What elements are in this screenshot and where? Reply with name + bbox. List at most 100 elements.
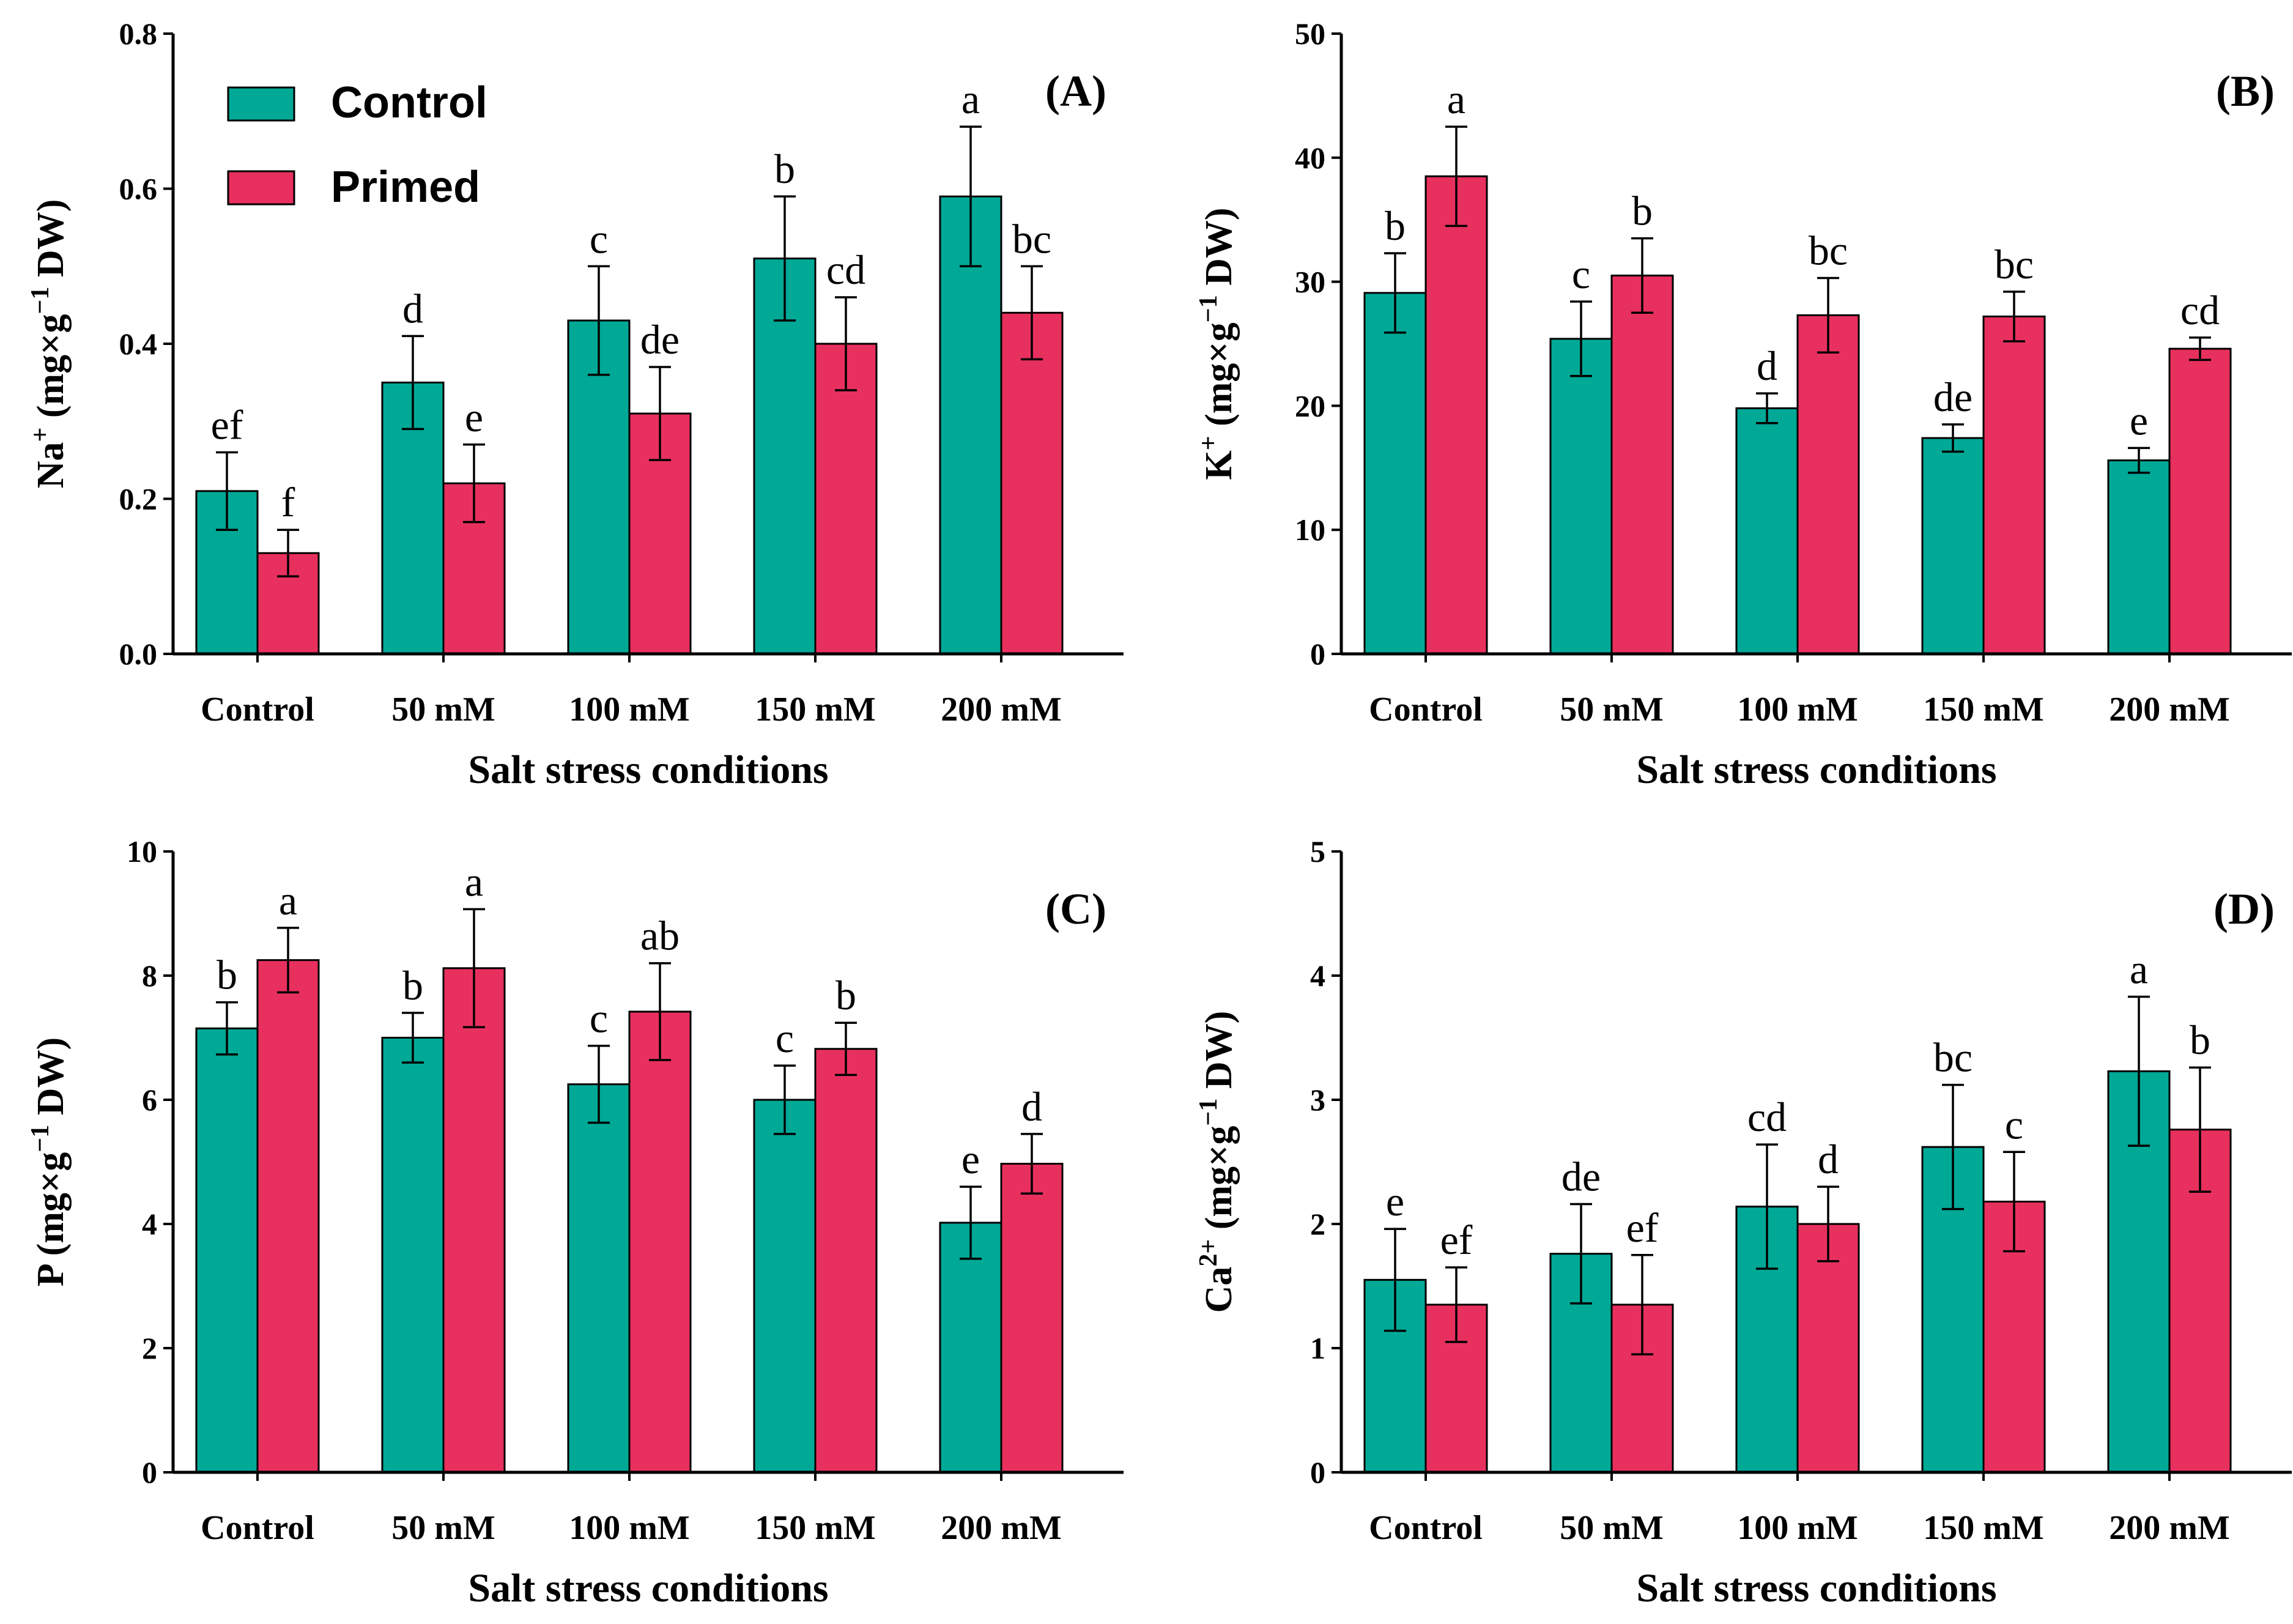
significance-letter: b	[835, 972, 856, 1018]
y-tick-label: 0.8	[119, 17, 158, 51]
bar-primed-2	[1796, 314, 1860, 655]
bar-control-4	[939, 1222, 1002, 1474]
x-axis-title: Salt stress conditions	[468, 1566, 828, 1611]
y-title-main: K	[1198, 450, 1240, 480]
significance-letter: de	[640, 316, 680, 363]
y-title-unit-close: DW)	[1198, 1011, 1240, 1099]
x-tick-label: 50 mM	[391, 691, 495, 729]
significance-letter: a	[279, 877, 297, 924]
significance-letter: e	[2130, 397, 2148, 443]
bar-control-3	[1921, 437, 1985, 655]
y-title-unit-close: DW)	[30, 1037, 72, 1125]
significance-letter: bc	[1012, 215, 1051, 262]
y-axis-title: Ca2+ (mg×g−1 DW)	[1195, 1011, 1240, 1313]
bar-primed-2	[1796, 1223, 1860, 1474]
significance-letter: e	[961, 1136, 980, 1182]
significance-letter: bc	[1809, 228, 1848, 274]
bar-primed-1	[1610, 274, 1674, 655]
x-tick-label: 50 mM	[391, 1509, 495, 1547]
x-tick-label: 150 mM	[755, 691, 876, 729]
bar-primed-0	[1424, 175, 1488, 655]
bar-primed-1	[442, 967, 506, 1474]
bar-primed-4	[2168, 347, 2232, 655]
x-tick-label: 200 mM	[941, 1509, 1062, 1547]
x-tick-label: 150 mM	[1923, 1509, 2044, 1547]
bar-control-2	[567, 1083, 631, 1474]
bar-control-4	[939, 195, 1002, 655]
significance-letter: bc	[1995, 241, 2034, 287]
significance-letter: a	[465, 858, 483, 905]
y-tick-label: 10	[1295, 513, 1325, 547]
bar-primed-2	[628, 1010, 692, 1474]
y-tick-label: 50	[1295, 17, 1325, 51]
x-tick-label: Control	[201, 1509, 314, 1547]
x-tick-label: 50 mM	[1560, 1509, 1664, 1547]
bar-primed-4	[1000, 311, 1064, 655]
legend-label-primed: Primed	[331, 163, 480, 212]
y-axis-title: K+ (mg×g−1 DW)	[1195, 207, 1240, 480]
significance-letter: a	[961, 76, 980, 122]
significance-letter: c	[590, 215, 608, 262]
x-tick-label: 100 mM	[569, 691, 690, 729]
bar-control-1	[381, 1037, 445, 1474]
y-title-unit-close: DW)	[30, 199, 72, 287]
x-axis-title: Salt stress conditions	[468, 747, 828, 792]
significance-letter: ab	[640, 913, 680, 959]
y-title-unit: (mg×g	[30, 314, 72, 428]
significance-letter: c	[776, 1015, 794, 1061]
significance-letter: d	[1021, 1083, 1042, 1130]
significance-letter: c	[2005, 1101, 2023, 1148]
significance-letter: d	[402, 285, 423, 332]
y-axis-title: Na+ (mg×g−1 DW)	[26, 199, 72, 489]
significance-letter: b	[217, 952, 237, 998]
y-title-unit-superscript: −1	[1195, 1099, 1223, 1126]
significance-letter: ef	[211, 401, 243, 448]
bar-primed-3	[1982, 315, 2046, 655]
significance-letter: a	[2130, 946, 2148, 993]
y-tick-label: 10	[127, 834, 157, 869]
significance-letter: de	[1933, 374, 1973, 420]
significance-letter: f	[281, 479, 295, 525]
y-title-main: Na	[30, 442, 72, 489]
significance-letter: bc	[1933, 1034, 1973, 1081]
y-tick-label: 40	[1295, 141, 1325, 175]
y-axis-title: P (mg×g−1 DW)	[26, 1037, 72, 1286]
legend-swatch-control	[227, 86, 295, 122]
y-tick-label: 0	[142, 1455, 157, 1489]
legend: Control Primed	[227, 78, 487, 212]
y-tick-label: 0.2	[119, 482, 158, 516]
y-title-superscript: 2+	[1195, 1239, 1223, 1267]
y-tick-label: 1	[1310, 1331, 1325, 1365]
y-tick-label: 20	[1295, 388, 1325, 423]
x-tick-label: 200 mM	[2109, 1509, 2230, 1547]
significance-letter: e	[465, 394, 483, 440]
y-title-main: P	[30, 1264, 72, 1286]
significance-letter: d	[1757, 343, 1777, 389]
x-tick-label: 150 mM	[1923, 691, 2044, 729]
x-tick-label: 150 mM	[755, 1509, 876, 1547]
significance-letter: cd	[826, 247, 865, 293]
significance-letter: ef	[1626, 1204, 1659, 1251]
bar-control-1	[1549, 338, 1613, 655]
y-title-superscript: +	[26, 428, 54, 442]
y-tick-label: 0.0	[119, 637, 158, 671]
y-tick-label: 4	[1310, 958, 1325, 993]
y-title-unit-close: DW)	[1198, 207, 1240, 295]
y-tick-label: 6	[142, 1083, 157, 1117]
y-title-unit-superscript: −1	[1195, 295, 1223, 322]
significance-letter: c	[590, 995, 608, 1042]
y-title-unit: (mg×g	[30, 1152, 72, 1266]
y-title-main: Ca	[1198, 1267, 1240, 1313]
panel-label: (D)	[2213, 884, 2275, 933]
x-tick-label: 50 mM	[1560, 691, 1664, 729]
x-tick-label: Control	[1369, 1509, 1483, 1547]
significance-letter: cd	[2180, 287, 2220, 333]
bar-control-0	[1363, 292, 1427, 655]
significance-letter: a	[1447, 76, 1465, 122]
significance-letter: ef	[1440, 1217, 1473, 1263]
x-axis-title: Salt stress conditions	[1636, 747, 1996, 792]
y-tick-label: 30	[1295, 265, 1325, 299]
